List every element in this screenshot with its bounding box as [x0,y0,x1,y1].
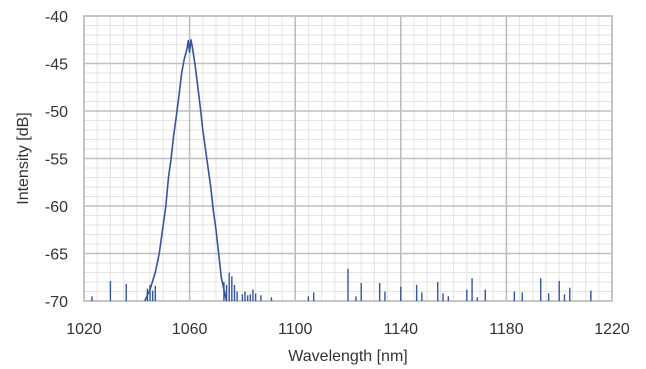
y-tick-label: -55 [45,152,68,169]
y-axis-title: Intensity [dB] [15,112,32,205]
x-tick-label: 1060 [172,321,208,338]
y-tick-label: -50 [45,104,68,121]
x-tick-label: 1100 [278,321,313,338]
x-tick-label: 1140 [384,321,419,338]
spectrum-peak-line [143,38,228,302]
x-tick-label: 1220 [594,321,630,338]
series-layer [91,38,592,302]
y-tick-label: -60 [45,199,68,216]
y-tick-label: -65 [45,247,68,264]
x-tick-label: 1020 [66,321,102,338]
y-tick-label: -45 [45,57,68,74]
x-axis-title: Wavelength [nm] [288,348,407,365]
x-axis-tick-labels: 1020 1060 1100 1140 1180 1220 [66,321,630,338]
x-tick-label: 1180 [489,321,524,338]
y-axis-tick-labels: -40 -45 -50 -55 -60 -65 -70 [45,9,68,311]
y-tick-label: -70 [45,294,68,311]
y-tick-label: -40 [45,9,68,26]
